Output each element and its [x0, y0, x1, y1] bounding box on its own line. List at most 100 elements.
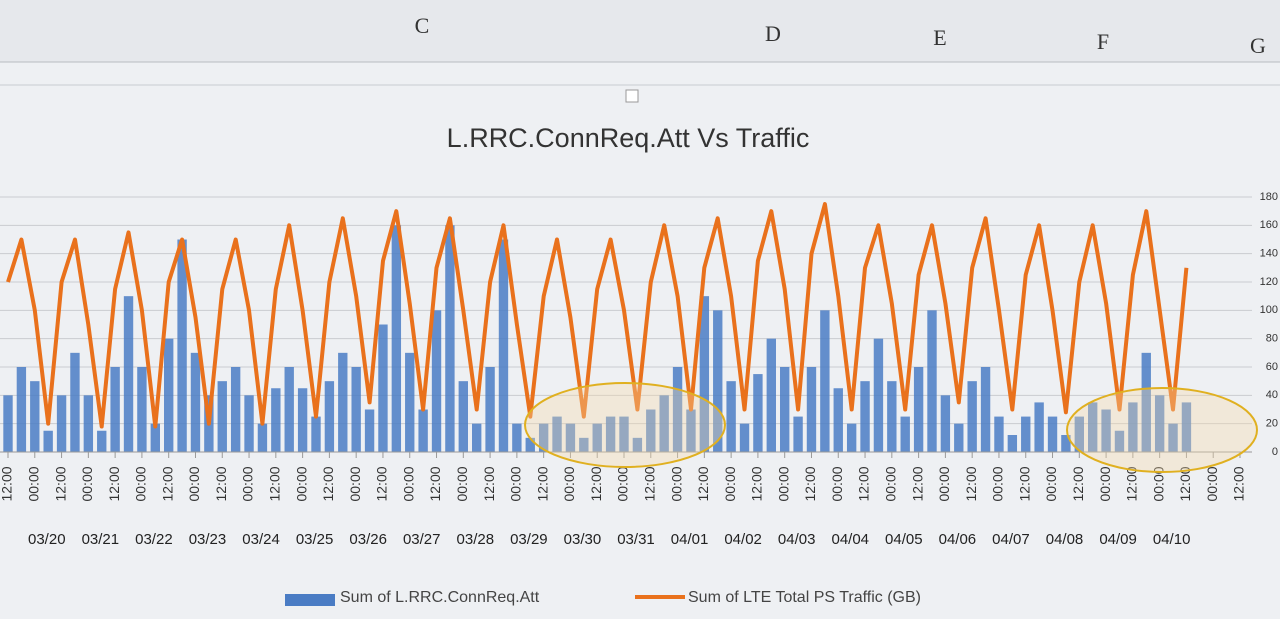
x-tick-label: 00:00 — [293, 466, 309, 501]
x-tick-label: 12:00 — [749, 466, 765, 501]
bar — [1168, 423, 1178, 452]
date-label: 04/04 — [831, 531, 869, 548]
bar — [150, 423, 160, 452]
x-tick-label: 00:00 — [668, 466, 684, 501]
bar — [83, 395, 94, 452]
date-label: 03/21 — [82, 531, 120, 548]
bar — [860, 381, 870, 452]
bar — [391, 225, 402, 452]
date-label: 04/02 — [724, 531, 762, 548]
bar — [164, 338, 174, 452]
date-label: 04/07 — [992, 531, 1030, 548]
column-header[interactable]: E — [933, 25, 946, 50]
chart-resize-handle[interactable] — [625, 89, 639, 103]
bar — [284, 367, 294, 452]
bar — [820, 310, 830, 452]
bar — [927, 310, 937, 452]
x-tick-label: 00:00 — [508, 466, 524, 501]
bar — [780, 367, 790, 452]
bar — [1128, 402, 1138, 452]
date-label: 04/09 — [1099, 531, 1137, 548]
date-label: 03/22 — [135, 531, 173, 548]
column-header-bar — [0, 0, 1280, 62]
y-tick-label: 120 — [1260, 276, 1278, 288]
bar — [1007, 435, 1018, 452]
bar — [1021, 416, 1031, 452]
bar — [485, 367, 495, 452]
bar — [766, 338, 776, 452]
y-tick-label: 160 — [1260, 219, 1278, 231]
date-label: 03/25 — [296, 531, 334, 548]
date-label: 03/28 — [457, 531, 495, 548]
bar — [739, 423, 750, 452]
x-tick-label: 00:00 — [1150, 466, 1166, 501]
column-header[interactable]: D — [765, 21, 781, 46]
x-tick-label: 00:00 — [1043, 466, 1059, 501]
bar — [1047, 416, 1058, 452]
x-tick-label: 12:00 — [1124, 466, 1140, 501]
x-tick-label: 12:00 — [1231, 466, 1247, 501]
date-label: 03/30 — [564, 531, 602, 548]
y-tick-label: 40 — [1266, 389, 1278, 401]
date-label: 04/08 — [1046, 531, 1084, 548]
bar — [56, 395, 67, 452]
line — [6, 202, 1189, 429]
date-label: 04/03 — [778, 531, 816, 548]
x-tick-label: 00:00 — [561, 466, 577, 501]
column-header[interactable]: F — [1097, 29, 1109, 54]
x-tick-label: 00:00 — [722, 466, 738, 501]
x-tick-label: 00:00 — [990, 466, 1006, 501]
bar — [579, 437, 589, 452]
bar — [177, 239, 187, 452]
x-tick-label: 12:00 — [856, 466, 872, 501]
date-label: 03/23 — [189, 531, 227, 548]
bar — [980, 367, 991, 452]
y-tick-label: 20 — [1266, 418, 1278, 430]
x-tick-label: 00:00 — [400, 466, 416, 501]
date-label: 03/27 — [403, 531, 441, 548]
column-header[interactable]: G — [1250, 33, 1266, 58]
x-tick-label: 12:00 — [909, 466, 925, 501]
x-tick-label: 00:00 — [936, 466, 952, 501]
x-tick-label: 12:00 — [427, 466, 443, 501]
y-tick-label: 0 — [1272, 446, 1278, 458]
bar — [324, 381, 335, 452]
x-tick-label: 12:00 — [374, 466, 390, 501]
bar — [806, 367, 817, 452]
bar — [726, 381, 736, 452]
bar — [297, 388, 308, 452]
x-tick-label: 12:00 — [1070, 466, 1086, 501]
bar — [846, 423, 857, 452]
y-tick-label: 60 — [1266, 361, 1278, 373]
bar — [913, 367, 924, 452]
bar — [1061, 435, 1071, 452]
bar — [405, 352, 415, 452]
chart-title: L.RRC.ConnReq.Att Vs Traffic — [447, 123, 810, 153]
bar — [378, 324, 388, 452]
bar — [364, 409, 375, 452]
x-tick-label: 12:00 — [1177, 466, 1193, 501]
bar — [1154, 395, 1165, 452]
date-label: 04/10 — [1153, 531, 1191, 548]
legend-label: Sum of LTE Total PS Traffic (GB) — [688, 589, 921, 606]
bar — [458, 381, 468, 452]
bar — [230, 367, 241, 452]
bar — [512, 423, 522, 452]
date-label: 03/24 — [242, 531, 280, 548]
bar — [445, 225, 455, 452]
bar — [954, 423, 964, 452]
bar — [619, 416, 629, 452]
bar — [994, 416, 1004, 452]
bar — [190, 352, 201, 452]
x-tick-label: 00:00 — [79, 466, 95, 501]
column-header[interactable]: C — [415, 13, 430, 38]
bar — [271, 388, 281, 452]
x-tick-label: 00:00 — [775, 466, 791, 501]
bar — [1088, 402, 1098, 452]
date-label: 03/26 — [349, 531, 387, 548]
bar — [699, 296, 710, 452]
bar — [1034, 402, 1044, 452]
x-tick-label: 00:00 — [829, 466, 845, 501]
bar — [110, 367, 120, 452]
bar — [1141, 352, 1151, 452]
